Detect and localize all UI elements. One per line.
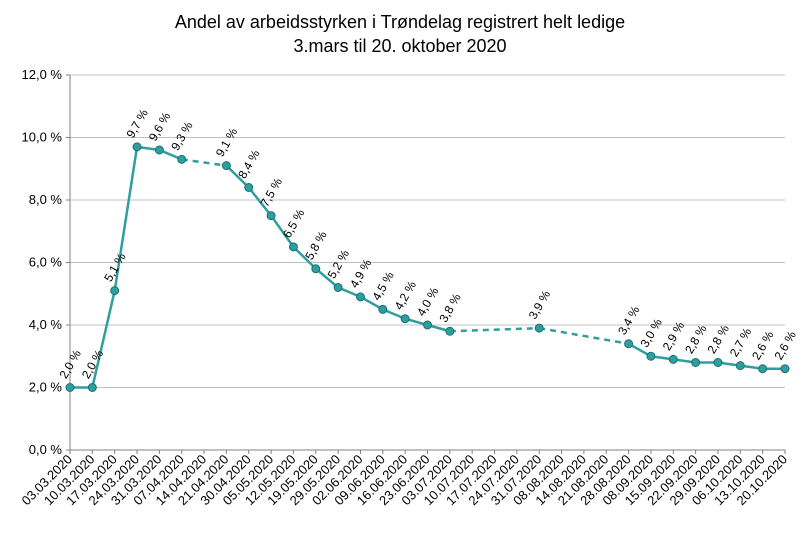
data-label: 7,5 %	[258, 175, 286, 209]
data-marker	[669, 355, 677, 363]
data-label: 4,5 %	[369, 269, 397, 303]
data-marker	[759, 365, 767, 373]
line-chart: Andel av arbeidsstyrken i Trøndelag regi…	[0, 0, 800, 542]
data-marker	[312, 265, 320, 273]
data-marker	[133, 143, 141, 151]
data-label: 6,5 %	[280, 207, 308, 241]
data-label: 8,4 %	[235, 147, 263, 181]
data-marker	[245, 184, 253, 192]
y-tick-label: 8,0 %	[29, 192, 63, 207]
data-label: 5,1 %	[101, 250, 129, 284]
chart-title-line2: 3.mars til 20. oktober 2020	[293, 36, 506, 56]
data-label: 5,2 %	[325, 247, 353, 281]
data-marker	[401, 315, 409, 323]
data-label: 4,9 %	[347, 257, 375, 291]
y-tick-label: 4,0 %	[29, 317, 63, 332]
series-line-dashed	[182, 159, 227, 165]
data-marker	[424, 321, 432, 329]
data-marker	[692, 359, 700, 367]
chart-svg: Andel av arbeidsstyrken i Trøndelag regi…	[0, 0, 800, 542]
data-label: 5,8 %	[302, 228, 330, 262]
chart-title-line1: Andel av arbeidsstyrken i Trøndelag regi…	[175, 12, 625, 32]
y-tick-label: 2,0 %	[29, 380, 63, 395]
data-marker	[88, 384, 96, 392]
data-label: 2,0 %	[79, 347, 107, 381]
data-marker	[334, 284, 342, 292]
y-tick-label: 12,0 %	[22, 67, 63, 82]
data-marker	[625, 340, 633, 348]
data-marker	[356, 293, 364, 301]
series-line-dashed	[450, 328, 539, 331]
data-marker	[155, 146, 163, 154]
data-marker	[267, 212, 275, 220]
data-label: 3,8 %	[436, 291, 464, 325]
data-label: 9,1 %	[213, 125, 241, 159]
data-label: 9,3 %	[168, 119, 196, 153]
data-marker	[111, 287, 119, 295]
y-tick-label: 10,0 %	[22, 130, 63, 145]
data-marker	[66, 384, 74, 392]
data-marker	[736, 362, 744, 370]
data-marker	[535, 324, 543, 332]
y-tick-label: 6,0 %	[29, 255, 63, 270]
data-marker	[647, 352, 655, 360]
y-tick-label: 0,0 %	[29, 442, 63, 457]
data-label: 3,4 %	[615, 303, 643, 337]
data-label: 4,2 %	[392, 278, 420, 312]
data-marker	[379, 305, 387, 313]
data-label: 2,6 %	[771, 328, 799, 362]
data-label: 4,0 %	[414, 285, 442, 319]
data-marker	[178, 155, 186, 163]
data-label: 3,9 %	[526, 288, 554, 322]
data-marker	[289, 243, 297, 251]
data-marker	[714, 359, 722, 367]
series-line-solid	[70, 147, 182, 388]
data-label: 2,0 %	[56, 347, 84, 381]
data-marker	[222, 162, 230, 170]
data-marker	[446, 327, 454, 335]
data-marker	[781, 365, 789, 373]
